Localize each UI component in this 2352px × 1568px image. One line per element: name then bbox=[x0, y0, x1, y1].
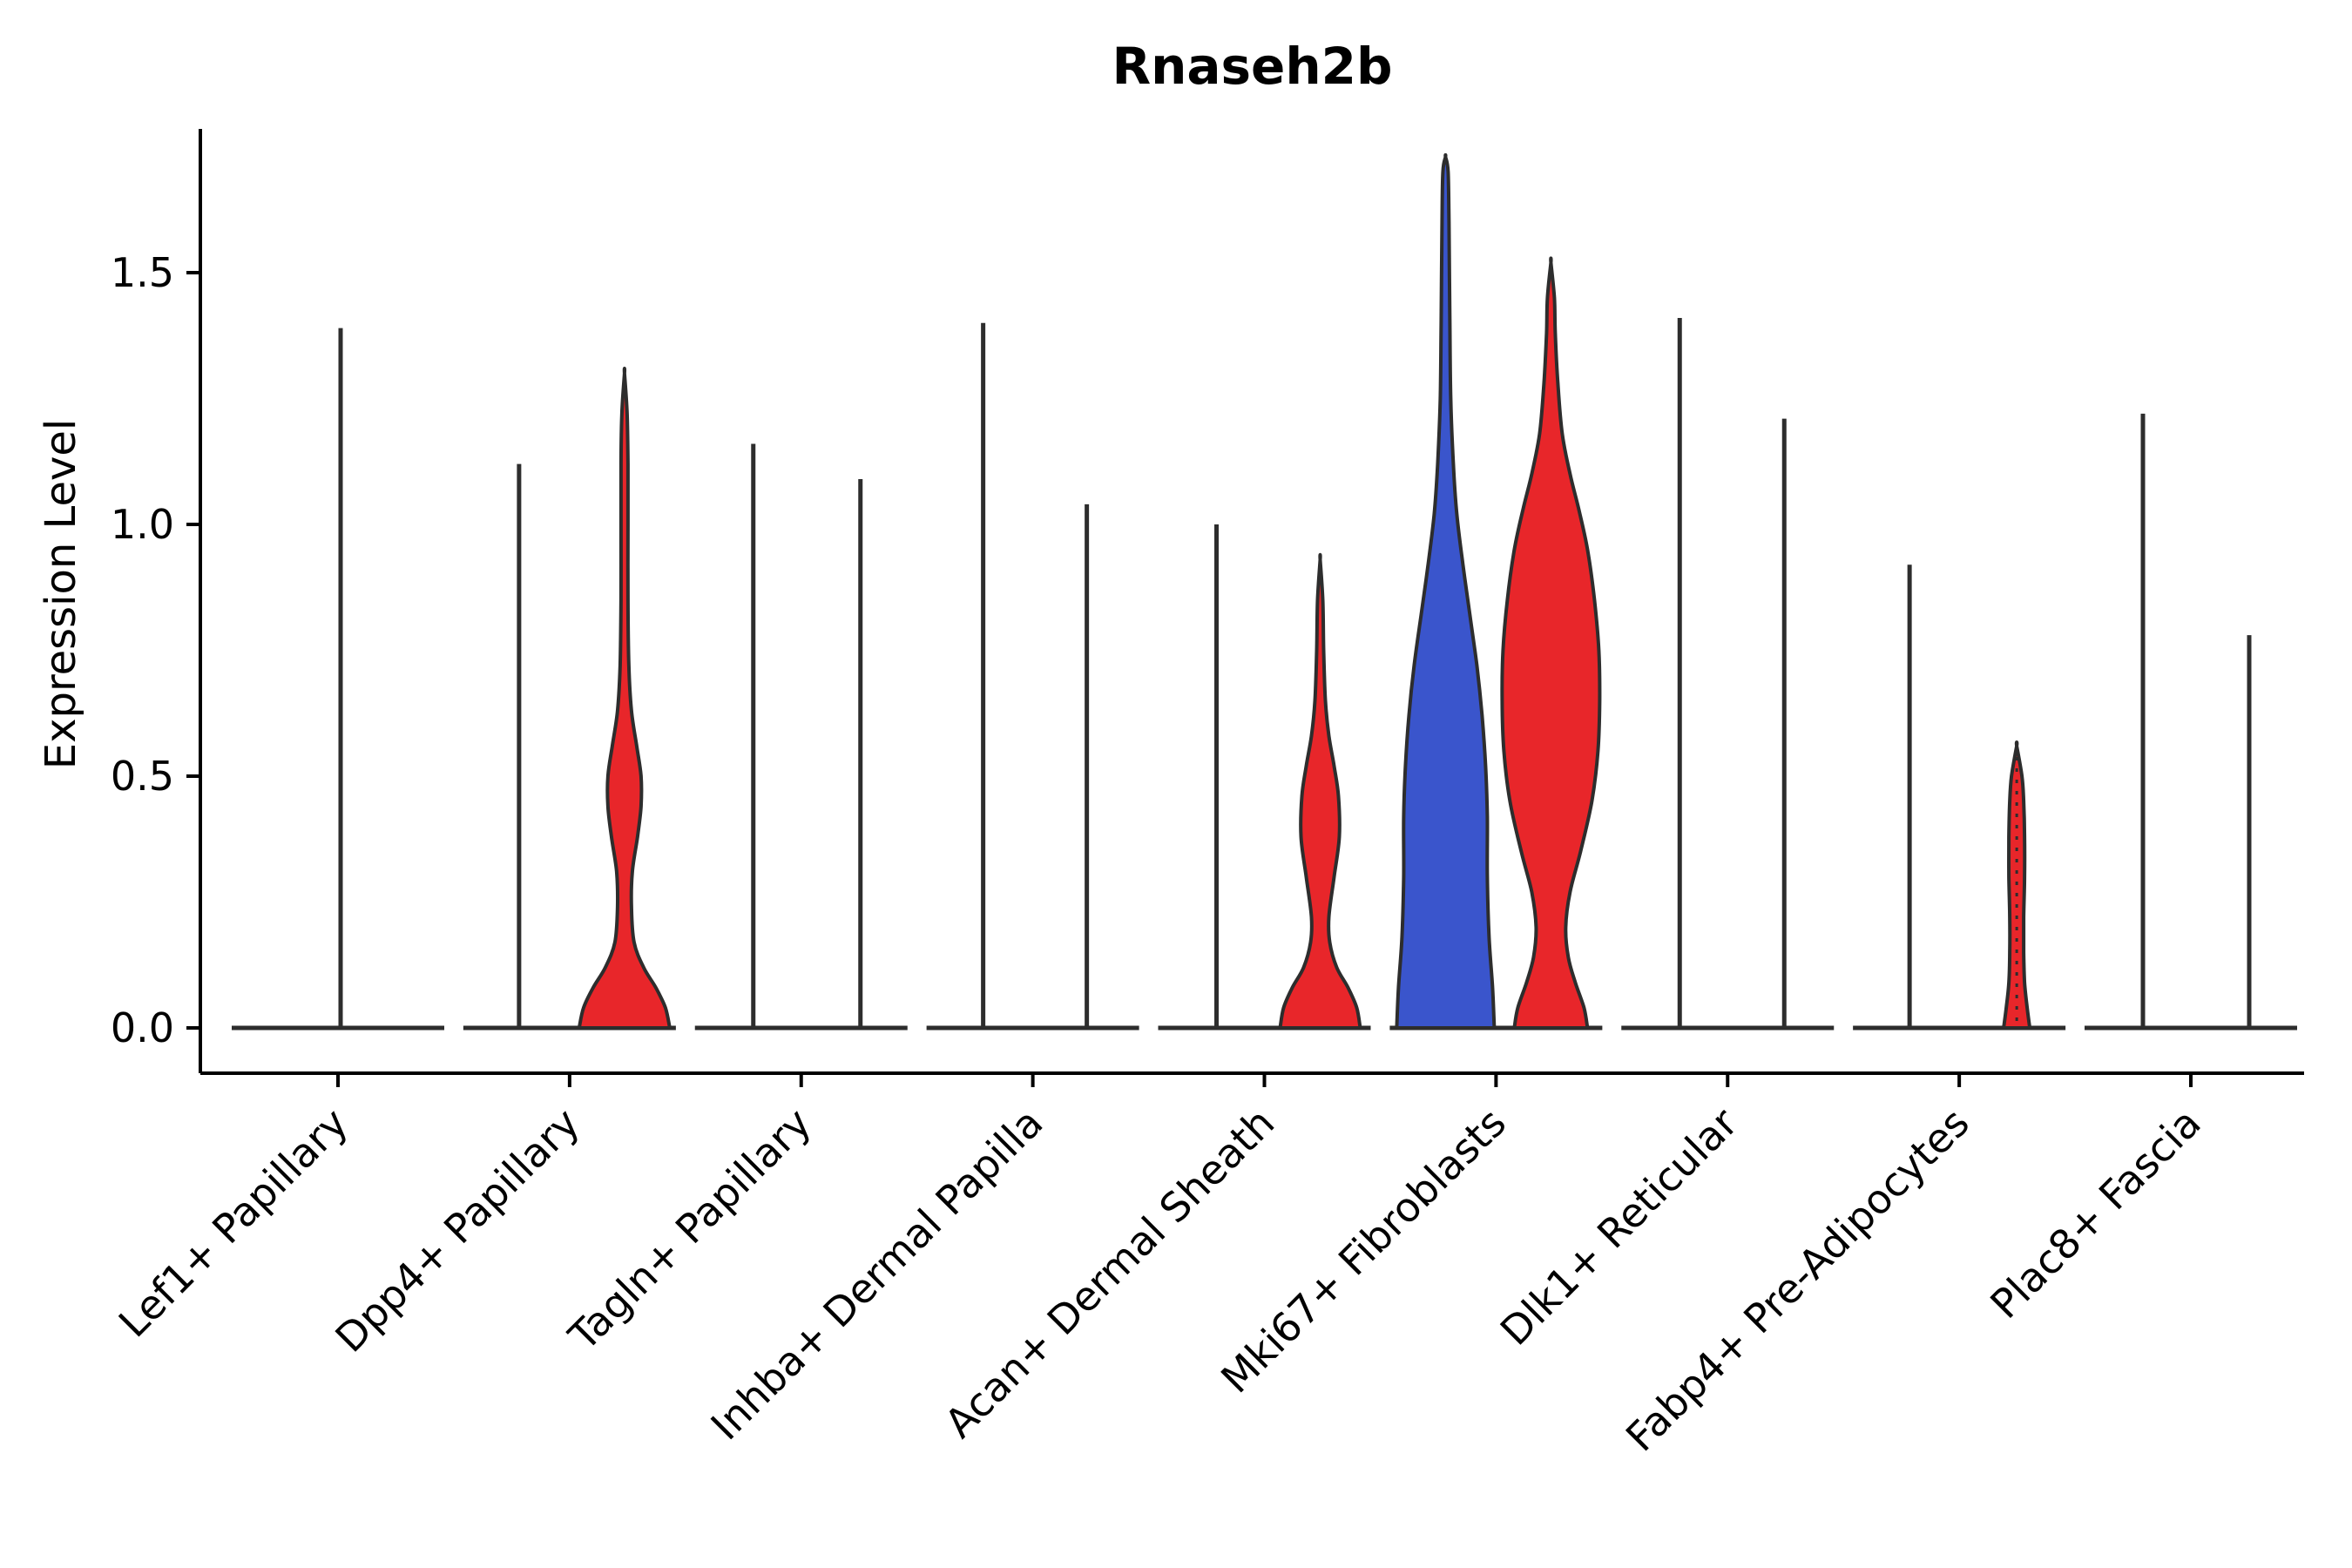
y-axis-label: Expression Level bbox=[37, 418, 85, 770]
y-tick-label: 0.5 bbox=[111, 753, 174, 800]
chart-title: Rnaseh2b bbox=[1112, 37, 1393, 96]
violin-body bbox=[1278, 552, 1362, 1030]
y-tick-label: 0.0 bbox=[111, 1004, 174, 1051]
x-tick-label: Tagln+ Papillary bbox=[559, 1099, 821, 1361]
x-tick-label: Dpp4+ Papillary bbox=[326, 1099, 588, 1362]
x-tick-label: Dlk1+ Reticular bbox=[1491, 1099, 1747, 1355]
y-tick-label: 1.5 bbox=[111, 249, 174, 296]
violin-body bbox=[1500, 256, 1602, 1030]
violin-body bbox=[577, 366, 672, 1030]
x-tick-label: Lef1+ Papillary bbox=[110, 1099, 357, 1347]
y-tick-label: 1.0 bbox=[111, 501, 174, 548]
violin-body bbox=[1395, 152, 1497, 1030]
x-tick-label: Plac8+ Fascia bbox=[1981, 1099, 2209, 1328]
